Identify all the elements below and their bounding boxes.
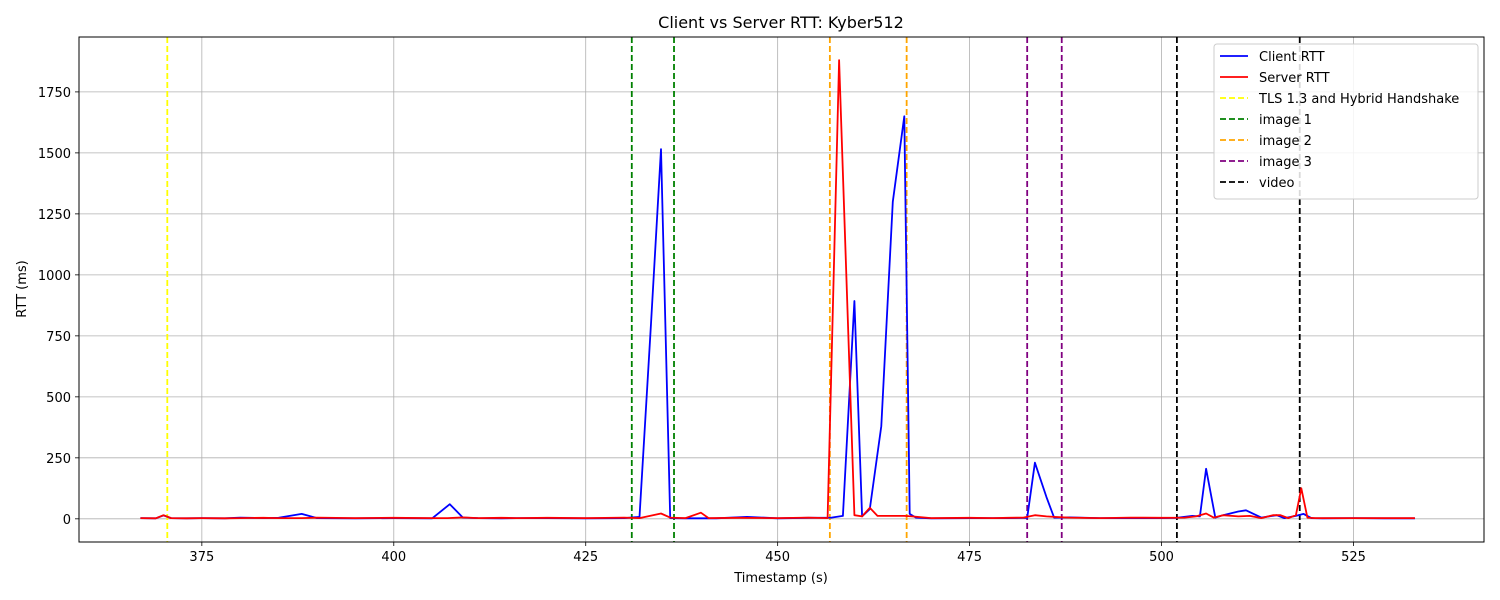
y-tick-label: 1750 [38, 86, 71, 101]
y-tick-label: 1500 [38, 147, 71, 162]
x-tick-label: 450 [765, 550, 790, 565]
y-tick-label: 0 [63, 513, 71, 528]
y-tick-label: 1000 [38, 269, 71, 284]
legend-label: image 3 [1259, 155, 1312, 170]
axis-ticks: 375 400 425 450 475 500 525 0 250 500 750 1000 1250 1… [38, 86, 1366, 565]
legend-label: image 1 [1259, 113, 1312, 128]
legend-label: Server RTT [1259, 71, 1330, 86]
y-tick-label: 500 [46, 391, 71, 406]
legend: Client RTT Server RTT TLS 1.3 and Hybrid H… [1213, 43, 1479, 200]
x-tick-label: 425 [573, 550, 598, 565]
series-line [140, 59, 1415, 520]
x-tick-label: 525 [1341, 550, 1366, 565]
x-tick-label: 500 [1149, 550, 1174, 565]
x-tick-label: 475 [957, 550, 982, 565]
y-tick-label: 1250 [38, 208, 71, 223]
legend-label: image 2 [1259, 134, 1312, 149]
y-tick-label: 250 [46, 452, 71, 467]
x-tick-label: 375 [189, 550, 214, 565]
legend-label: Client RTT [1259, 50, 1325, 65]
legend-box [1213, 43, 1479, 200]
y-tick-label: 750 [46, 330, 71, 345]
series-lines [140, 59, 1415, 520]
legend-label: TLS 1.3 and Hybrid Handshake [1258, 92, 1459, 107]
x-axis-label: Timestamp (s) [733, 571, 828, 586]
legend-label: video [1259, 176, 1295, 191]
event-markers [166, 37, 1301, 542]
chart-title: Client vs Server RTT: Kyber512 [658, 13, 904, 32]
plot-frame [78, 36, 1485, 543]
y-axis-label: RTT (ms) [15, 260, 30, 317]
x-tick-label: 400 [381, 550, 406, 565]
